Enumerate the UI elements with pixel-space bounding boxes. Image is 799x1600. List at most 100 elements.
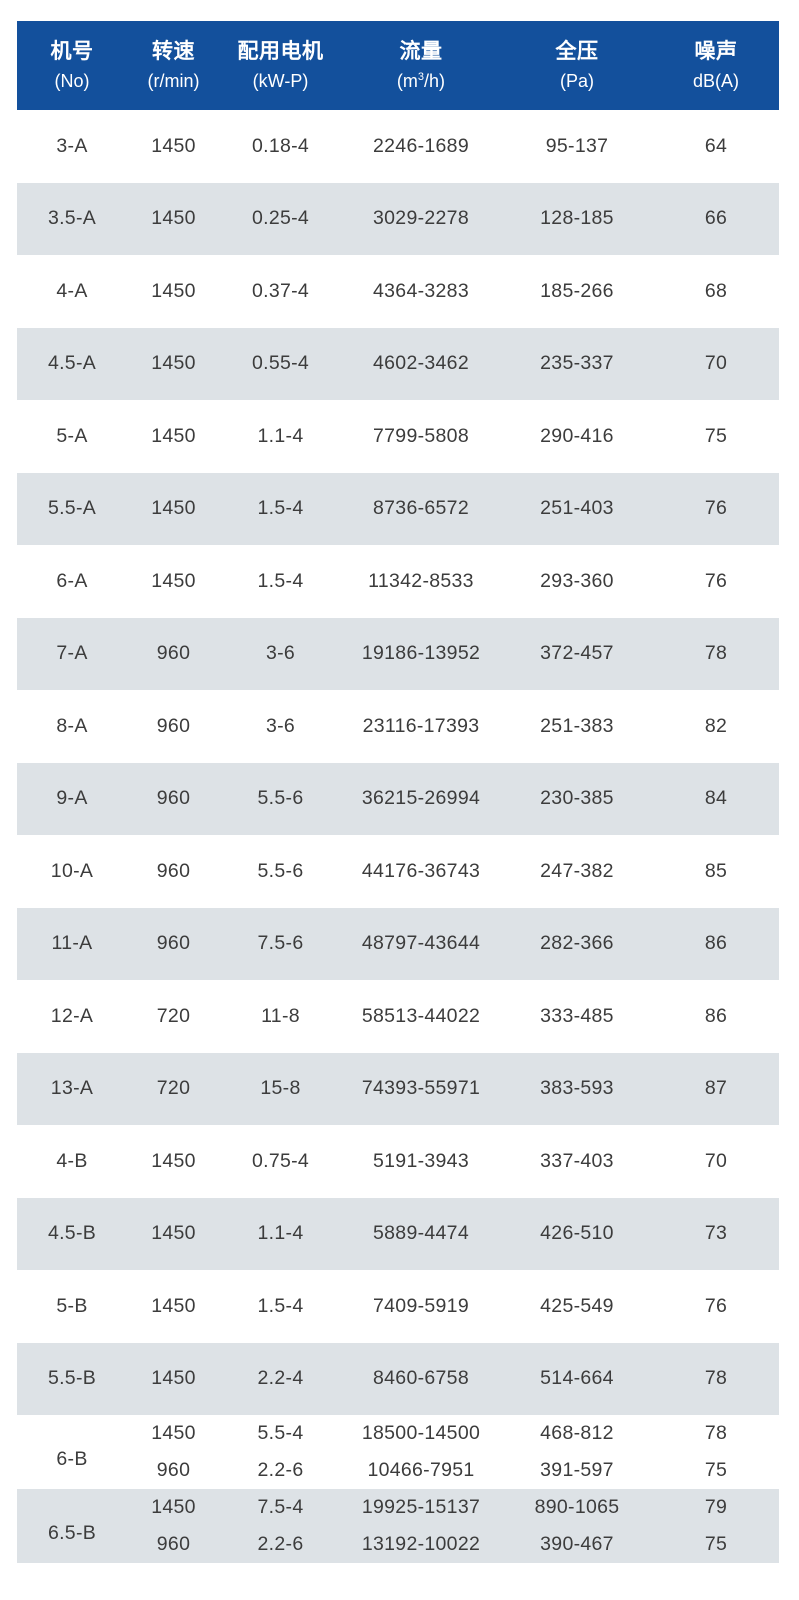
column-header-noise: 噪声 dB(A) — [653, 21, 779, 110]
cell-pressure: 293-360 — [540, 569, 614, 592]
cell-pressure: 425-549 — [540, 1294, 614, 1317]
cell-motor: 7.5-4 2.2-6 — [220, 1489, 341, 1563]
column-header-noise-unit: dB(A) — [692, 70, 739, 91]
cell-noise: 66 — [704, 207, 728, 230]
cell-speed-sub: 960 — [156, 1459, 191, 1481]
cell-speed: 1450 — [151, 569, 196, 592]
column-header-pressure-unit: (Pa) — [559, 70, 594, 91]
cell-pressure: 251-383 — [540, 714, 614, 737]
cell-model: 9-A — [56, 787, 88, 810]
cell-pressure: 514-664 — [540, 1367, 614, 1390]
cell-noise: 68 — [704, 279, 728, 302]
column-header-motor-unit: (kW-P) — [252, 70, 309, 91]
cell-model: 6.5-B — [47, 1521, 97, 1544]
table-row: 4.5-B 1450 1.1-4 5889-4474 426-510 73 — [17, 1197, 779, 1270]
flow-unit-prefix: (m — [396, 70, 418, 91]
table-row: 10-A 960 5.5-6 44176-36743 247-382 85 — [17, 835, 779, 908]
table-row: 7-A 960 3-6 19186-13952 372-457 78 — [17, 617, 779, 690]
cell-noise: 82 — [704, 714, 728, 737]
column-header-pressure-cn: 全压 — [555, 39, 599, 63]
cell-motor: 5.5-6 — [257, 859, 304, 882]
cell-motor: 3-6 — [265, 714, 296, 737]
cell-speed: 1450 960 — [127, 1415, 220, 1489]
cell-speed-sub: 1450 — [151, 1496, 196, 1518]
cell-noise: 70 — [704, 352, 728, 375]
cell-pressure: 251-403 — [540, 497, 614, 520]
cell-flow: 44176-36743 — [361, 859, 481, 882]
cell-noise: 64 — [704, 134, 728, 157]
cell-flow: 19925-15137 13192-10022 — [341, 1489, 501, 1563]
table-row: 8-A 960 3-6 23116-17393 251-383 82 — [17, 690, 779, 763]
column-header-motor-cn: 配用电机 — [237, 39, 324, 63]
cell-model: 3-A — [56, 134, 88, 157]
cell-flow: 23116-17393 — [362, 714, 480, 737]
table-header: 机号 (No) 转速 (r/min) 配用电机 (kW-P) 流量 (m3/h)… — [17, 21, 779, 110]
cell-speed: 1450 — [151, 424, 196, 447]
cell-speed: 1450 — [151, 279, 196, 302]
cell-speed: 960 — [156, 787, 191, 810]
cell-motor: 0.25-4 — [251, 207, 310, 230]
cell-model: 5-A — [56, 424, 88, 447]
cell-motor: 0.75-4 — [251, 1149, 310, 1172]
cell-flow: 58513-44022 — [361, 1004, 481, 1027]
table-row: 5.5-B 1450 2.2-4 8460-6758 514-664 78 — [17, 1342, 779, 1415]
flow-unit-suffix: /h) — [424, 70, 446, 91]
cell-pressure-sub: 390-467 — [540, 1533, 614, 1555]
cell-flow: 36215-26994 — [361, 787, 481, 810]
cell-speed: 1450 — [151, 134, 196, 157]
cell-pressure: 235-337 — [540, 352, 614, 375]
cell-flow: 74393-55971 — [361, 1077, 481, 1100]
cell-flow: 5889-4474 — [373, 1222, 469, 1245]
cell-speed: 960 — [156, 859, 191, 882]
cell-noise: 76 — [704, 1294, 728, 1317]
cell-model: 4.5-B — [47, 1222, 97, 1245]
column-header-motor: 配用电机 (kW-P) — [220, 21, 341, 110]
column-header-flow-cn: 流量 — [399, 39, 443, 63]
header-row: 机号 (No) 转速 (r/min) 配用电机 (kW-P) 流量 (m3/h)… — [17, 21, 779, 110]
cell-noise: 76 — [704, 569, 728, 592]
cell-noise: 78 — [704, 642, 728, 665]
cell-flow: 4602-3462 — [373, 352, 469, 375]
cell-speed: 1450 — [151, 1294, 196, 1317]
cell-speed: 960 — [156, 714, 191, 737]
cell-pressure: 426-510 — [540, 1222, 614, 1245]
cell-pressure: 128-185 — [540, 207, 614, 230]
cell-speed: 1450 — [151, 1149, 196, 1172]
column-header-model-cn: 机号 — [50, 39, 94, 63]
cell-noise: 86 — [704, 932, 728, 955]
table-row: 6-B 1450 960 5.5-4 2.2-6 18500-14500 10466-795… — [17, 1415, 779, 1489]
table-row: 11-A 960 7.5-6 48797-43644 282-366 86 — [17, 907, 779, 980]
cell-flow: 48797-43644 — [361, 932, 481, 955]
cell-motor: 0.37-4 — [251, 279, 310, 302]
cell-model: 11-A — [51, 932, 93, 955]
cell-speed: 1450 — [151, 352, 196, 375]
cell-noise: 84 — [704, 787, 728, 810]
cell-pressure: 230-385 — [540, 787, 614, 810]
cell-motor: 3-6 — [265, 642, 296, 665]
cell-model: 12-A — [50, 1004, 94, 1027]
cell-motor: 1.5-4 — [257, 497, 304, 520]
cell-noise-sub: 79 — [704, 1496, 728, 1518]
table-row: 13-A 720 15-8 74393-55971 383-593 87 — [17, 1052, 779, 1125]
cell-model: 4-B — [56, 1149, 88, 1172]
cell-motor: 0.18-4 — [251, 134, 310, 157]
cell-pressure: 890-1065 390-467 — [501, 1489, 653, 1563]
cell-motor: 5.5-4 2.2-6 — [220, 1415, 341, 1489]
table-row: 12-A 720 11-8 58513-44022 333-485 86 — [17, 980, 779, 1053]
cell-motor: 0.55-4 — [251, 352, 310, 375]
table-row: 3-A 1450 0.18-4 2246-1689 95-137 64 — [17, 110, 779, 183]
cell-motor: 1.1-4 — [257, 424, 304, 447]
cell-motor: 2.2-4 — [257, 1367, 304, 1390]
cell-motor: 1.5-4 — [257, 1294, 304, 1317]
cell-noise: 75 — [704, 424, 728, 447]
cell-pressure: 372-457 — [540, 642, 614, 665]
cell-model: 5-B — [56, 1294, 88, 1317]
cell-flow-sub: 19925-15137 — [361, 1496, 481, 1518]
cell-flow: 4364-3283 — [373, 279, 469, 302]
cell-pressure: 337-403 — [540, 1149, 614, 1172]
cell-speed: 960 — [156, 932, 191, 955]
table-row: 4-B 1450 0.75-4 5191-3943 337-403 70 — [17, 1125, 779, 1198]
cell-noise: 73 — [704, 1222, 728, 1245]
cell-flow: 18500-14500 10466-7951 — [341, 1415, 501, 1489]
table-row: 5-A 1450 1.1-4 7799-5808 290-416 75 — [17, 400, 779, 473]
